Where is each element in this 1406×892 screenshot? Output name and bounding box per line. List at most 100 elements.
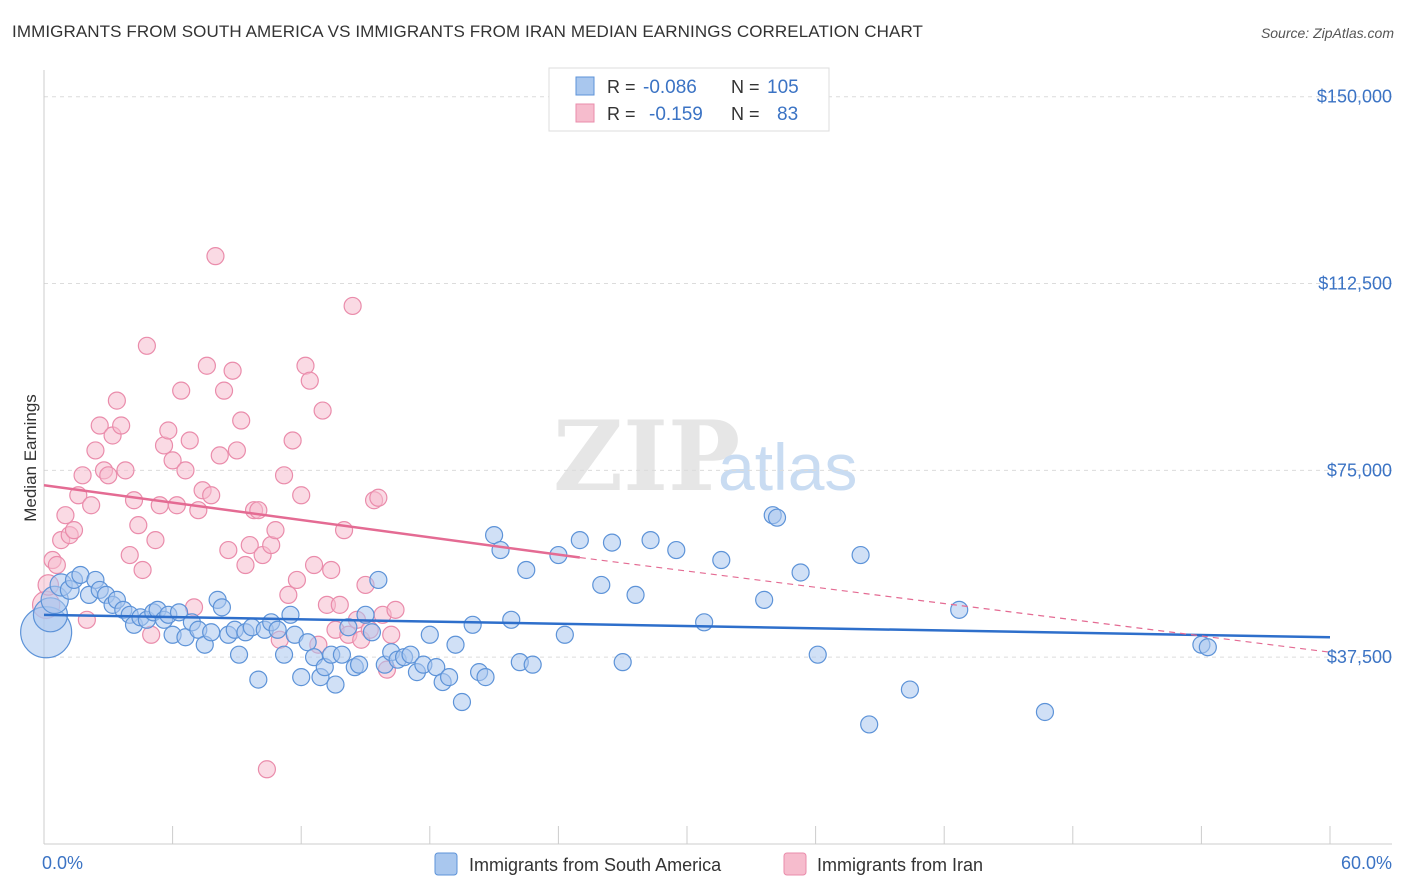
iran-point [232, 411, 251, 430]
iran-point [214, 381, 234, 400]
south-america-point [860, 715, 879, 734]
x-tick-label-min: 0.0% [42, 853, 83, 873]
iran-point [313, 401, 332, 420]
legend-r-label-1: R = [607, 77, 636, 97]
south-america-point [592, 575, 611, 595]
south-america-point [476, 668, 495, 687]
south-america-point [808, 645, 827, 664]
south-america-point [695, 613, 714, 632]
south-america-point [268, 620, 287, 639]
watermark-zip: ZIP [553, 400, 740, 513]
legend-n-value-2: 83 [777, 104, 798, 125]
iran-point [386, 600, 405, 619]
iran-point [64, 521, 84, 540]
iran-point [176, 461, 195, 480]
south-america-point [202, 623, 221, 642]
south-america-point [332, 645, 352, 664]
iran-trend-line [43, 484, 581, 559]
iran-point [279, 585, 298, 605]
iran-point [99, 466, 118, 485]
south-america-point [326, 675, 345, 694]
watermark-atlas: atlas [718, 430, 857, 504]
south-america-point [420, 625, 439, 644]
iran-point [112, 416, 131, 435]
south-america-point [570, 531, 589, 550]
iran-point [197, 356, 216, 375]
x-tick-label-max: 60.0% [1341, 853, 1392, 873]
legend-n-label-2: N = [731, 104, 760, 124]
south-america-point [791, 563, 810, 582]
iran-point [274, 466, 294, 485]
iran-point [180, 431, 199, 450]
iran-point [292, 486, 311, 505]
south-america-point [555, 625, 574, 644]
iran-point [159, 421, 178, 440]
correlation-legend: R = -0.086 N = 105 R = -0.159 N = 83 [548, 67, 830, 132]
iran-point [124, 491, 144, 510]
iran-point [369, 488, 388, 507]
iran-point [56, 506, 75, 525]
iran-point [129, 516, 148, 535]
iran-point [154, 436, 174, 455]
iran-point [304, 555, 324, 575]
south-america-point [249, 670, 268, 689]
iran-point [172, 381, 191, 400]
iran-point [322, 560, 341, 580]
gridlines [44, 96, 1392, 658]
south-america-point [667, 540, 686, 560]
south-america-point [362, 623, 382, 642]
iran-point [257, 760, 277, 779]
south-america-point [950, 600, 969, 619]
iran-point [184, 598, 204, 617]
south-america-point [356, 605, 375, 624]
legend-n-value-1: 105 [767, 77, 799, 98]
south-america-point [439, 668, 459, 687]
iran-point [107, 391, 126, 410]
axes [43, 70, 1392, 845]
chart-title: IMMIGRANTS FROM SOUTH AMERICA VS IMMIGRA… [12, 22, 924, 41]
series-legend: Immigrants from South America Immigrants… [434, 852, 983, 876]
south-america-point [427, 658, 446, 677]
trend-lines [43, 484, 1331, 653]
south-america-point [71, 565, 90, 585]
y-axis-title: Median Earnings [21, 394, 40, 522]
y-tick-label: $150,000 [1317, 87, 1392, 107]
legend-swatch-blue [575, 76, 595, 96]
y-tick-label: $37,500 [1327, 647, 1392, 667]
south-america-point [463, 615, 482, 634]
iran-point [77, 610, 96, 629]
legend-item-south-america-swatch [434, 852, 458, 876]
south-america-point [212, 598, 231, 617]
legend-r-label-2: R = [607, 104, 636, 124]
iran-trend-extension [579, 556, 1331, 653]
y-tick-label: $112,500 [1318, 274, 1392, 294]
south-america-point [517, 560, 536, 580]
south-america-point [229, 645, 249, 664]
iran-point [146, 531, 165, 550]
watermark: ZIP atlas [553, 400, 857, 513]
south-america-point [1198, 638, 1217, 657]
legend-r-value-2: -0.159 [649, 104, 703, 125]
legend-item-iran: Immigrants from Iran [817, 855, 983, 875]
south-america-point [298, 633, 317, 652]
south-america-point [502, 610, 521, 629]
south-america-point [446, 635, 465, 654]
south-america-point [641, 531, 660, 550]
south-america-point [602, 533, 622, 552]
iran-point [382, 625, 401, 644]
south-america-point [274, 645, 294, 664]
iran-point [283, 431, 302, 450]
legend-item-iran-swatch [783, 852, 807, 876]
legend-r-value-1: -0.086 [643, 77, 697, 98]
south-america-point [1035, 702, 1055, 722]
iran-point [163, 451, 182, 470]
iran-point [120, 545, 139, 565]
legend-n-label-1: N = [731, 77, 760, 97]
south-america-point [626, 585, 645, 605]
iran-point [227, 441, 246, 460]
legend-swatch-pink [575, 103, 595, 123]
iran-point [116, 461, 135, 480]
iran-point [90, 416, 109, 435]
south-america-point [755, 590, 774, 609]
